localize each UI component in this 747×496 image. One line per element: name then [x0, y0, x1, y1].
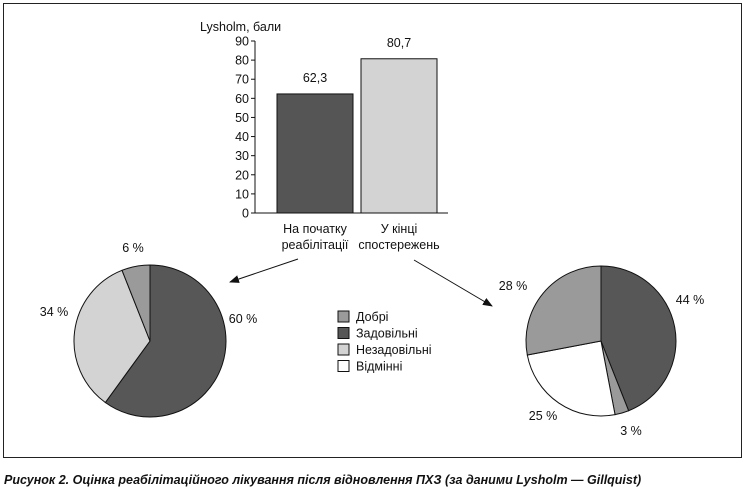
pie-chart-end: 44 % 3 % 25 % 28 % [499, 265, 705, 438]
y-tick-label: 90 [235, 35, 249, 49]
figure-caption: Рисунок 2. Оцінка реабілітаційного лікув… [4, 473, 642, 487]
pie-slice [525, 265, 602, 356]
bar-chart: Lysholm, бали 0 10 20 30 40 50 60 70 80 90 62,3 80… [200, 20, 448, 252]
pie-slice-label: 60 % [229, 312, 258, 326]
pie-slice [104, 264, 227, 418]
legend-swatch [337, 327, 350, 339]
y-tick-label: 0 [242, 207, 249, 221]
bar [360, 58, 438, 214]
arrow-to-left-pie [229, 258, 299, 283]
y-tick-label: 40 [235, 130, 249, 144]
y-tick-label: 30 [235, 149, 249, 163]
category-label-line2: реабілітації [282, 238, 349, 252]
bar-value-label: 80,7 [387, 36, 411, 50]
pie-slice-label: 44 % [676, 293, 705, 307]
pie-slice-label: 6 % [122, 241, 144, 255]
category-labels: На початку реабілітації У кінці спостережен… [282, 222, 440, 252]
pie-slice [73, 269, 151, 404]
legend-label: Задовільні [356, 327, 418, 341]
y-tick-label: 50 [235, 111, 249, 125]
legend-label: Незадовільні [356, 343, 432, 357]
legend-swatch [337, 343, 350, 356]
category-label-line1: На початку [283, 222, 347, 236]
y-ticks: 0 10 20 30 40 50 60 70 80 90 [235, 35, 255, 221]
figure-frame [3, 3, 742, 458]
pie-slice [121, 264, 151, 342]
legend-swatch [337, 360, 350, 372]
bars: 62,3 80,7 [276, 36, 438, 214]
y-tick-label: 60 [235, 92, 249, 106]
pie-slice-label: 3 % [620, 424, 642, 438]
pie-slice [600, 265, 677, 412]
bar-value-label: 62,3 [303, 71, 327, 85]
y-tick-label: 70 [235, 73, 249, 87]
pie-chart-start: 60 % 34 % 6 % [40, 241, 258, 418]
y-tick-label: 20 [235, 168, 249, 182]
arrow-to-right-pie [413, 259, 493, 307]
bar [276, 93, 354, 214]
legend-swatch [337, 310, 350, 323]
y-tick-label: 80 [235, 54, 249, 68]
y-axis-label: Lysholm, бали [200, 20, 281, 34]
pie-slice-label: 25 % [529, 409, 558, 423]
category-label-line1: У кінці [381, 222, 418, 236]
legend-label: Відмінні [356, 360, 402, 374]
y-tick-label: 10 [235, 187, 249, 201]
legend-label: Добрі [356, 310, 388, 324]
pie-slice-label: 28 % [499, 279, 528, 293]
pie-slice [526, 340, 616, 417]
category-label-line2: спостережень [358, 238, 439, 252]
figure-canvas: Lysholm, бали 0 10 20 30 40 50 60 70 80 90 62,3 80… [40, 20, 705, 438]
pie-slice-label: 34 % [40, 305, 69, 319]
legend: Добрі Задовільні Незадовільні Відмінні [337, 310, 432, 374]
